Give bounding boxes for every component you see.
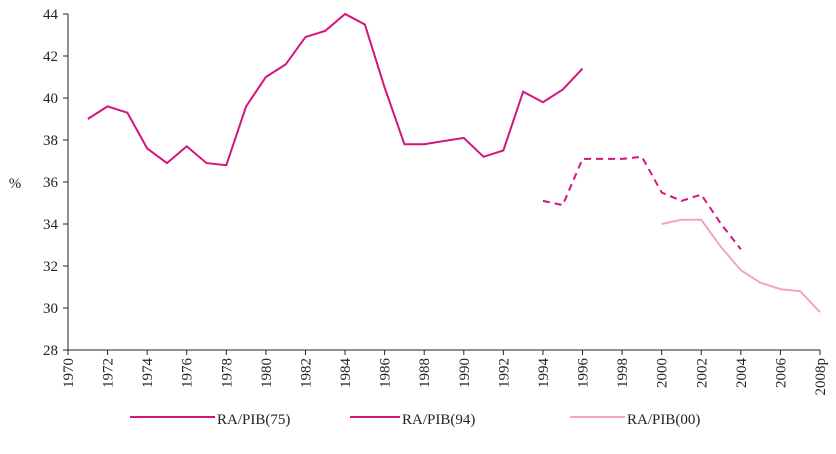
y-tick-label: 44 xyxy=(43,7,59,23)
x-tick-label: 2002 xyxy=(694,358,710,388)
x-tick-label: 1970 xyxy=(61,358,77,388)
x-tick-label: 1992 xyxy=(496,358,512,388)
x-tick-label: 1974 xyxy=(140,358,156,389)
legend-label: RA/PIB(75) xyxy=(217,412,290,428)
x-tick-label: 1998 xyxy=(615,358,631,388)
x-tick-label: 1996 xyxy=(576,358,592,389)
x-tick-label: 2006 xyxy=(773,358,789,389)
x-tick-label: 2004 xyxy=(734,358,750,389)
legend-label: RA/PIB(00) xyxy=(627,412,700,428)
x-tick-label: 2008p xyxy=(813,358,829,396)
x-tick-label: 1986 xyxy=(378,358,394,389)
y-tick-label: 42 xyxy=(43,49,58,65)
x-tick-label: 1980 xyxy=(259,358,275,388)
y-tick-label: 38 xyxy=(43,133,58,149)
series-line xyxy=(542,155,742,250)
x-tick-label: 1976 xyxy=(180,358,196,389)
x-tick-label: 1994 xyxy=(536,358,552,389)
y-tick-label: 28 xyxy=(43,343,58,359)
y-tick-label: 32 xyxy=(43,259,58,275)
x-tick-label: 1984 xyxy=(338,358,354,389)
series-line xyxy=(87,12,584,167)
x-tick-label: 2000 xyxy=(655,358,671,388)
x-tick-label: 1990 xyxy=(457,358,473,388)
x-tick-label: 1972 xyxy=(101,358,117,388)
x-tick-label: 1988 xyxy=(417,358,433,388)
y-tick-label: 36 xyxy=(43,175,59,191)
y-tick-label: 34 xyxy=(43,217,59,233)
y-axis-label: % xyxy=(9,176,22,192)
x-tick-label: 1978 xyxy=(219,358,235,388)
y-tick-label: 40 xyxy=(43,91,58,107)
series-line xyxy=(661,218,821,313)
y-tick-label: 30 xyxy=(43,301,58,317)
x-tick-label: 1982 xyxy=(298,358,314,388)
legend-label: RA/PIB(94) xyxy=(402,412,475,428)
